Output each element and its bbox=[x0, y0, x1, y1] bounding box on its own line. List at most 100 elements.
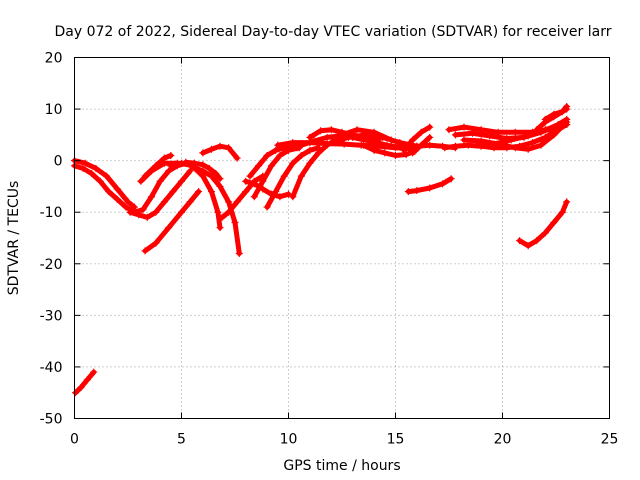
data-point bbox=[511, 144, 519, 152]
series-trace bbox=[142, 189, 202, 254]
data-point bbox=[263, 151, 271, 159]
data-point bbox=[392, 151, 399, 159]
data-point bbox=[550, 219, 558, 227]
data-point bbox=[563, 118, 571, 126]
series-arc-35 bbox=[516, 198, 571, 250]
data-point bbox=[272, 146, 280, 154]
data-traces bbox=[71, 102, 571, 397]
y-tick-label: 20 bbox=[45, 51, 63, 67]
data-point bbox=[225, 208, 233, 216]
data-point bbox=[426, 141, 434, 149]
data-point bbox=[477, 126, 485, 134]
data-point bbox=[250, 180, 258, 188]
data-point bbox=[370, 146, 378, 154]
data-point bbox=[135, 211, 143, 219]
data-point bbox=[511, 128, 519, 136]
data-point bbox=[340, 140, 348, 148]
series-arc-34 bbox=[541, 105, 571, 123]
data-point bbox=[205, 164, 213, 172]
data-point bbox=[143, 213, 151, 221]
data-point bbox=[550, 110, 558, 118]
data-point bbox=[225, 144, 233, 152]
data-point bbox=[297, 141, 305, 149]
data-point bbox=[426, 184, 434, 192]
x-tick-label: 15 bbox=[387, 432, 405, 448]
data-point bbox=[533, 126, 541, 134]
grid-lines bbox=[74, 57, 610, 419]
data-point bbox=[533, 237, 541, 245]
data-point bbox=[77, 384, 85, 392]
data-point bbox=[160, 154, 168, 162]
data-point bbox=[105, 188, 113, 196]
data-point bbox=[148, 193, 156, 201]
data-point bbox=[426, 133, 434, 141]
data-point bbox=[216, 142, 224, 150]
data-point bbox=[426, 123, 434, 131]
data-point bbox=[212, 170, 220, 178]
data-point bbox=[558, 108, 566, 116]
data-point bbox=[524, 132, 532, 140]
data-point bbox=[323, 141, 331, 149]
data-point bbox=[327, 139, 335, 147]
data-point bbox=[165, 167, 173, 175]
data-point bbox=[558, 208, 566, 216]
data-point bbox=[451, 131, 459, 139]
series-trace bbox=[401, 124, 433, 153]
data-point bbox=[152, 208, 160, 216]
data-point bbox=[113, 185, 121, 193]
data-point bbox=[338, 131, 346, 139]
x-tick-label: 0 bbox=[70, 432, 79, 448]
data-point bbox=[214, 208, 222, 216]
data-point bbox=[188, 163, 196, 171]
x-tick-label: 25 bbox=[601, 432, 619, 448]
data-point bbox=[528, 139, 536, 147]
data-point bbox=[88, 170, 96, 178]
data-point bbox=[417, 141, 425, 149]
data-point bbox=[233, 198, 241, 206]
data-point bbox=[274, 141, 282, 149]
data-point bbox=[139, 206, 147, 214]
data-point bbox=[263, 203, 271, 211]
data-point bbox=[317, 127, 325, 135]
data-point bbox=[297, 151, 305, 159]
series-arc-25 bbox=[400, 123, 434, 154]
data-point bbox=[199, 149, 207, 157]
data-point bbox=[178, 177, 185, 185]
data-point bbox=[141, 247, 149, 255]
data-point bbox=[124, 198, 132, 206]
data-point bbox=[216, 175, 224, 183]
y-tick-label: 0 bbox=[54, 154, 63, 170]
data-point bbox=[96, 177, 104, 185]
data-point bbox=[276, 193, 284, 201]
series-arc-07 bbox=[141, 151, 175, 180]
data-point bbox=[137, 177, 145, 185]
data-point bbox=[233, 154, 241, 162]
data-point bbox=[524, 242, 532, 250]
data-point bbox=[327, 126, 335, 134]
data-point bbox=[409, 136, 417, 144]
data-point bbox=[79, 164, 87, 172]
data-point bbox=[297, 172, 305, 180]
data-point bbox=[558, 121, 566, 129]
axis-ticks: 0 5 10 15 20 25 -50 -40 -30 -20 -10 0 10 20 bbox=[40, 51, 619, 448]
y-tick-label: -40 bbox=[40, 360, 63, 376]
data-point bbox=[409, 149, 417, 157]
data-point bbox=[126, 208, 134, 216]
data-point bbox=[289, 159, 297, 167]
data-point bbox=[439, 180, 447, 188]
series-trace bbox=[73, 369, 97, 396]
data-point bbox=[285, 190, 292, 198]
data-point bbox=[460, 123, 468, 131]
data-point bbox=[83, 376, 91, 384]
chart-title: Day 072 of 2022, Sidereal Day-to-day VTE… bbox=[55, 24, 612, 40]
data-point bbox=[413, 187, 421, 195]
data-point bbox=[441, 144, 449, 152]
data-point bbox=[374, 141, 382, 149]
data-point bbox=[235, 249, 243, 257]
x-tick-label: 10 bbox=[280, 432, 298, 448]
data-point bbox=[381, 149, 389, 157]
series-arc-16 bbox=[263, 144, 322, 211]
data-point bbox=[250, 193, 258, 201]
data-point bbox=[417, 128, 425, 136]
